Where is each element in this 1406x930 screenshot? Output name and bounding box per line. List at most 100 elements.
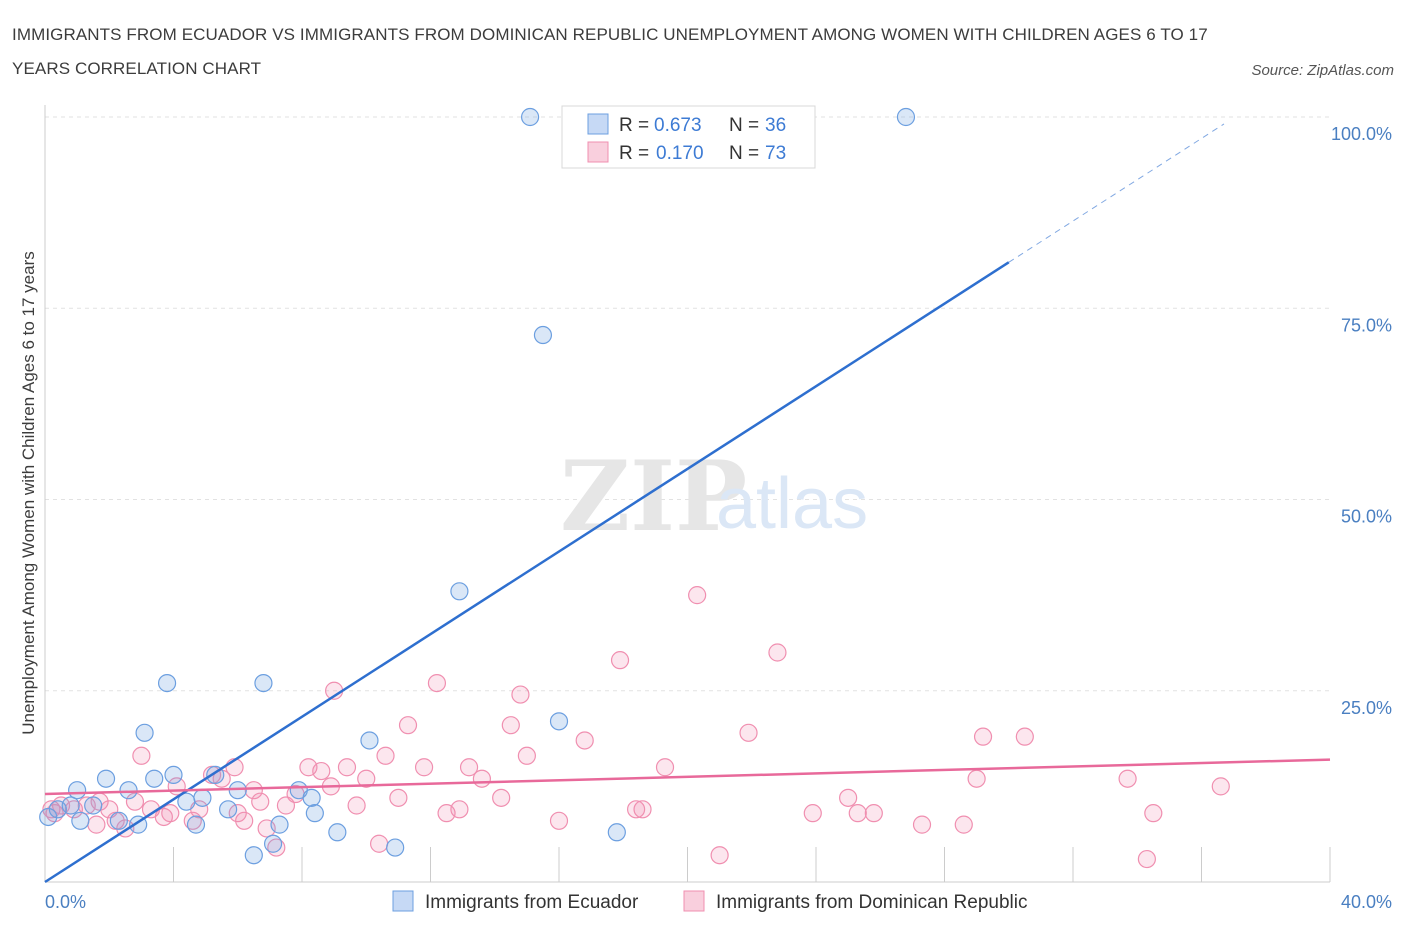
legend-r-value-1: 0.673	[654, 115, 702, 136]
dominican-point-27	[337, 758, 357, 777]
ecuador-point-8	[119, 781, 138, 800]
legend-swatch-ecuador	[587, 113, 609, 135]
series-ecuador-points	[39, 107, 916, 865]
ecuador-point-27	[328, 823, 347, 842]
source-note: Source: ZipAtlas.com	[1251, 62, 1394, 79]
dominican-trend-line	[44, 758, 1331, 796]
legend-r-label-1: R =	[619, 115, 649, 136]
ecuador-point-4	[71, 811, 90, 830]
dominican-point-34	[414, 758, 434, 777]
dominican-point-39	[472, 769, 491, 788]
dominican-point-37	[450, 800, 469, 819]
dominican-point-51	[739, 723, 758, 742]
chart-title: IMMIGRANTS FROM ECUADOR VS IMMIGRANTS FR…	[12, 25, 1208, 78]
trend-lines	[44, 123, 1331, 884]
ecuador-point-33	[549, 712, 569, 731]
dominican-point-65	[1211, 777, 1230, 796]
dominican-point-19	[251, 792, 270, 811]
dominican-point-64	[1144, 804, 1163, 823]
bottom-legend: Immigrants from Ecuador Immigrants from …	[392, 890, 1028, 913]
ecuador-point-31	[520, 107, 540, 127]
dominican-point-57	[912, 815, 932, 834]
ecuador-point-6	[96, 769, 116, 788]
ecuador-point-28	[360, 731, 379, 750]
dominican-point-54	[839, 788, 858, 807]
ecuador-point-32	[533, 325, 553, 345]
bottom-legend-swatch-dominican	[683, 890, 705, 912]
dominican-point-63	[1137, 849, 1156, 869]
dominican-point-59	[967, 769, 986, 788]
ecuador-point-25	[302, 788, 321, 807]
x-tick-label-min: 0.0%	[45, 892, 86, 912]
ecuador-point-10	[135, 723, 154, 742]
dominican-point-52	[768, 643, 787, 662]
dominican-point-61	[1015, 727, 1034, 746]
dominican-point-25	[312, 761, 331, 781]
ecuador-point-29	[386, 838, 405, 857]
ecuador-point-7	[109, 811, 128, 830]
ecuador-point-0	[39, 807, 58, 827]
ecuador-point-26	[305, 804, 324, 823]
ecuador-point-21	[254, 673, 273, 693]
dominican-point-41	[501, 716, 520, 735]
axes	[44, 105, 1331, 883]
ecuador-trend-line	[44, 261, 1010, 884]
ecuador-point-15	[186, 815, 206, 834]
bottom-legend-swatch-ecuador	[392, 890, 414, 912]
gridlines	[45, 116, 1330, 692]
dominican-point-60	[973, 727, 993, 746]
dominican-point-29	[357, 769, 376, 788]
ecuador-point-13	[164, 765, 183, 785]
dominican-point-72	[626, 800, 646, 819]
dominican-point-58	[954, 815, 973, 834]
dominican-point-33	[398, 716, 418, 735]
dominican-point-47	[633, 800, 652, 819]
dominican-point-35	[427, 673, 447, 693]
dominican-point-38	[459, 758, 479, 777]
ecuador-point-35	[896, 107, 916, 127]
legend-n-label-1: N =	[729, 115, 759, 136]
dominican-point-46	[610, 651, 630, 670]
legend-r-label-2: R =	[619, 143, 649, 164]
dominican-point-44	[549, 811, 569, 830]
dominican-point-42	[511, 685, 530, 704]
series-dominican-points	[42, 586, 1230, 869]
y-tick-label-3: 100.0%	[1331, 124, 1392, 144]
legend-n-value-1: 36	[765, 115, 786, 136]
ecuador-point-18	[219, 800, 238, 819]
y-tick-labels: 25.0% 50.0% 75.0% 100.0%	[1331, 124, 1392, 718]
ecuador-point-20	[244, 846, 263, 865]
watermark-zip: ZIP	[560, 440, 747, 553]
ecuador-point-11	[145, 769, 164, 788]
ecuador-point-22	[263, 834, 283, 853]
legend-n-value-2: 73	[765, 143, 786, 164]
dominican-point-70	[228, 804, 247, 823]
ecuador-point-30	[450, 582, 469, 601]
y-axis-label: Unemployment Among Women with Children A…	[19, 251, 38, 735]
dominican-point-40	[492, 788, 511, 807]
y-tick-label-1: 50.0%	[1341, 507, 1392, 527]
dominican-point-45	[575, 731, 594, 750]
dominican-point-48	[655, 758, 675, 777]
dominican-point-56	[864, 804, 883, 823]
legend-swatch-dominican	[587, 141, 609, 163]
y-tick-label-0: 25.0%	[1341, 698, 1392, 718]
ecuador-trend-extension	[1008, 123, 1225, 263]
dominican-point-55	[848, 804, 867, 823]
dominican-point-28	[347, 796, 366, 815]
dominican-point-49	[688, 586, 707, 605]
watermark-atlas: atlas	[716, 464, 868, 544]
ecuador-point-16	[193, 788, 212, 807]
dominican-point-62	[1118, 769, 1137, 788]
ecuador-point-5	[84, 796, 103, 815]
dominican-point-67	[87, 815, 106, 834]
dominican-point-18	[244, 781, 263, 800]
dominican-point-50	[710, 846, 729, 865]
legend-r-value-2: 0.170	[656, 143, 704, 164]
dominican-point-31	[376, 746, 395, 765]
dominican-point-30	[370, 834, 389, 853]
dominican-point-53	[803, 804, 822, 823]
legend-box: R = 0.673 N = 36 R = 0.170 N = 73	[561, 105, 816, 169]
ecuador-point-2	[61, 796, 80, 815]
